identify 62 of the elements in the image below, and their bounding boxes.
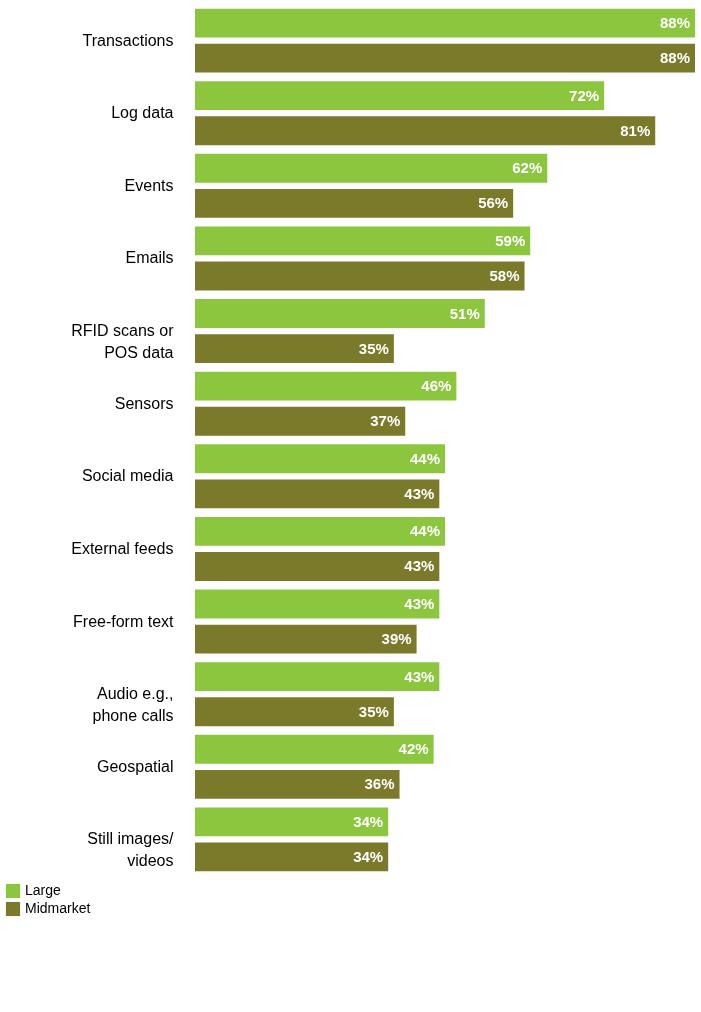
data-label: 72% [569, 86, 600, 104]
data-label: 39% [381, 630, 412, 648]
y-tick-label: Sensors [114, 394, 174, 412]
data-label: 34% [353, 847, 384, 865]
bar [195, 734, 434, 764]
bar [195, 334, 394, 364]
data-label: 51% [449, 304, 480, 322]
bar [195, 662, 440, 692]
bar [195, 299, 485, 328]
data-label: 36% [364, 775, 395, 793]
data-label: 58% [489, 267, 520, 284]
bar [195, 406, 406, 436]
data-label: 46% [421, 377, 452, 395]
data-label: 88% [659, 49, 690, 67]
data-label: 81% [620, 121, 651, 139]
y-tick-label: Audio e.g., phone calls [92, 685, 174, 725]
data-label: 59% [495, 231, 526, 249]
bar [195, 444, 445, 474]
bar [195, 842, 389, 872]
y-tick-label: Social media [81, 467, 174, 485]
bar [195, 81, 605, 111]
data-label: 43% [404, 667, 435, 685]
bar [195, 807, 389, 837]
data-label: 56% [478, 194, 509, 212]
bar [195, 188, 514, 218]
y-tick-label: Emails [125, 249, 174, 267]
data-label: 43% [404, 484, 435, 502]
bar [195, 479, 440, 509]
bar [195, 769, 400, 799]
data-label: 44% [409, 522, 440, 540]
bar [195, 552, 440, 581]
legend-label: Midmarket [25, 900, 91, 916]
y-tick-label: RFID scans or POS data [71, 322, 175, 362]
bar [195, 153, 548, 183]
data-label: 37% [370, 412, 401, 430]
bar [195, 371, 457, 401]
data-label: 44% [409, 449, 440, 467]
bar [195, 697, 394, 727]
data-label: 62% [512, 159, 543, 177]
y-tick-label: Events [124, 176, 174, 194]
y-tick-label: External feeds [71, 539, 174, 557]
bar [195, 8, 695, 38]
y-tick-label: Free-form text [73, 612, 175, 630]
bar [195, 226, 531, 256]
y-tick-label: Transactions [82, 31, 174, 49]
y-tick-label: Still images/ videos [87, 830, 175, 870]
data-label: 34% [353, 812, 384, 830]
bar [195, 516, 445, 546]
data-label: 35% [358, 702, 389, 720]
y-tick-label: Log data [111, 104, 174, 122]
data-label: 35% [358, 339, 389, 357]
bar [195, 261, 525, 291]
data-label: 43% [404, 595, 435, 612]
bar [195, 624, 417, 654]
legend-label: Large [25, 882, 62, 898]
data-label: 42% [398, 740, 429, 758]
bar [195, 589, 440, 619]
bar [195, 43, 695, 73]
data-label: 43% [404, 557, 435, 575]
data-label: 88% [659, 14, 690, 32]
bar [195, 116, 656, 146]
y-tick-label: Geospatial [97, 757, 174, 775]
